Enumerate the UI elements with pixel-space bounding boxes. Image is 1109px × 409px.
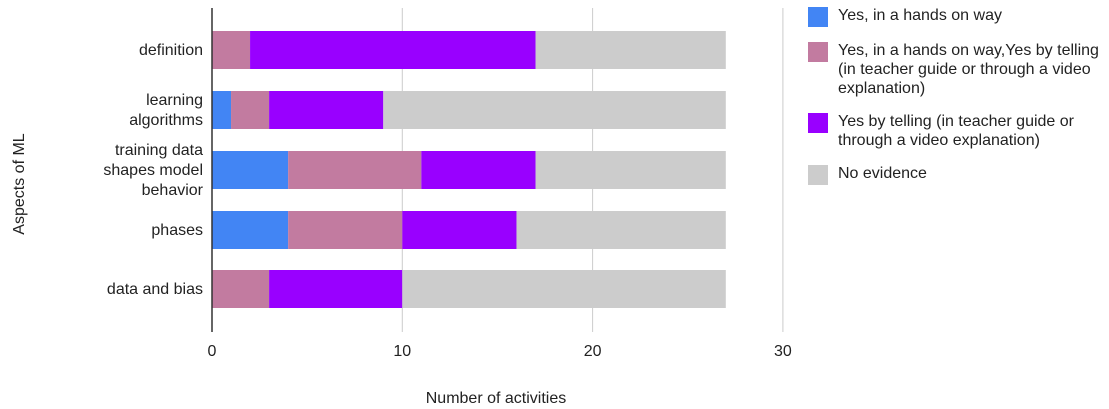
legend-label: Yes, in a hands on way,Yes by telling (i…	[838, 42, 1099, 97]
legend-swatch	[808, 113, 828, 133]
x-tick-labels: 0 10 20 30	[208, 343, 792, 360]
bar-4-series-2	[269, 270, 403, 308]
x-tick-label: 10	[393, 343, 411, 360]
legend-item: No evidence	[808, 164, 1108, 185]
legend-item: Yes, in a hands on way	[808, 6, 1108, 27]
category-label: learning algorithms	[129, 92, 203, 129]
bar-2-series-1	[288, 151, 422, 189]
bar-1-series-0	[212, 91, 232, 129]
legend-label: Yes, in a hands on way	[838, 7, 1002, 24]
category-label: phases	[151, 222, 203, 239]
bar-1-series-3	[383, 91, 726, 129]
category-label: data and bias	[107, 281, 203, 298]
x-tick-label: 20	[584, 343, 602, 360]
y-axis-title: Aspects of ML	[11, 133, 28, 234]
bar-2-series-3	[535, 151, 726, 189]
legend-item: Yes, in a hands on way,Yes by telling (i…	[808, 41, 1108, 98]
category-labels: definition learning algorithms training dat…	[103, 42, 203, 298]
legend-item: Yes by telling (in teacher guide or thro…	[808, 112, 1108, 150]
x-tick-label: 0	[208, 343, 217, 360]
bar-1-series-1	[231, 91, 270, 129]
category-label: training data shapes model behavior	[103, 142, 203, 199]
legend-swatch	[808, 165, 828, 185]
bar-0-series-3	[535, 31, 726, 69]
bar-4-series-1	[212, 270, 270, 308]
bar-2-series-2	[421, 151, 536, 189]
legend: Yes, in a hands on way Yes, in a hands on…	[808, 6, 1108, 199]
bar-3-series-0	[212, 211, 289, 249]
bar-2-series-0	[212, 151, 289, 189]
x-axis-title: Number of activities	[426, 390, 567, 407]
bar-0-series-2	[250, 31, 536, 69]
bar-3-series-3	[516, 211, 726, 249]
bar-4-series-3	[402, 270, 726, 308]
legend-swatch	[808, 42, 828, 62]
legend-swatch	[808, 7, 828, 27]
legend-label: Yes by telling (in teacher guide or thro…	[838, 113, 1074, 149]
category-label: definition	[139, 42, 203, 59]
bar-3-series-2	[402, 211, 517, 249]
bars	[212, 31, 726, 308]
legend-label: No evidence	[838, 165, 927, 182]
bar-0-series-1	[212, 31, 251, 69]
x-tick-label: 30	[774, 343, 792, 360]
bar-3-series-1	[288, 211, 403, 249]
bar-1-series-2	[269, 91, 384, 129]
